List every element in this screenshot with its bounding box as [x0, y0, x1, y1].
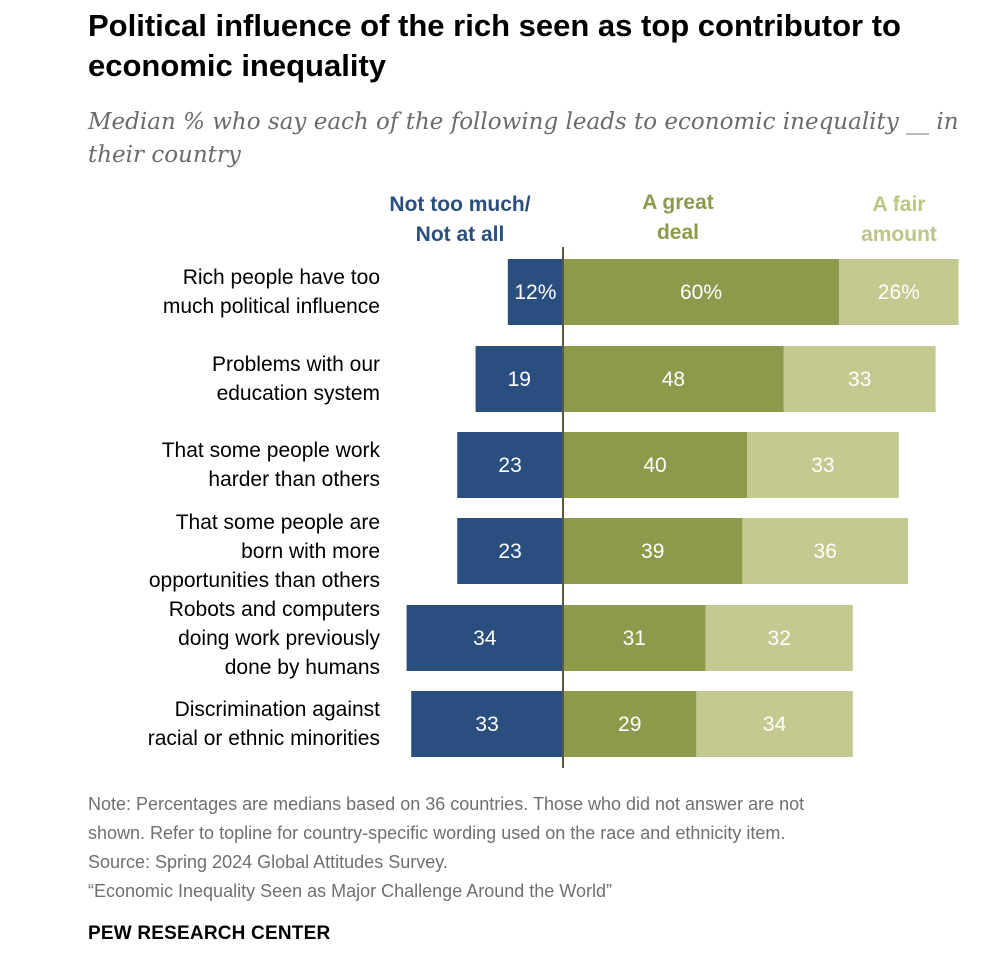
bar-great-deal — [563, 346, 784, 412]
legend-fair-amount: A fair amount — [861, 193, 937, 246]
bar-fair-amount — [783, 346, 936, 412]
category-label: That some people work harder than others — [161, 439, 380, 491]
bar-not-too-much — [406, 605, 563, 671]
chart-note: Note: Percentages are medians based on 3… — [88, 790, 988, 906]
value-label-not-too-much: 33 — [475, 713, 498, 736]
category-label: That some people are born with more oppo… — [148, 510, 380, 592]
bar-great-deal — [563, 518, 743, 584]
bar-great-deal — [563, 259, 839, 325]
bar-fair-amount — [696, 691, 853, 757]
bar-fair-amount — [839, 259, 959, 325]
report-title-line: “Economic Inequality Seen as Major Chall… — [88, 881, 612, 901]
value-label-not-too-much: 34 — [473, 627, 497, 650]
value-label-not-too-much: 23 — [498, 454, 521, 477]
source-line: Source: Spring 2024 Global Attitudes Sur… — [88, 852, 448, 872]
category-label: Rich people have too much political infl… — [162, 266, 380, 318]
category-label: Discrimination against racial or ethnic … — [147, 698, 380, 750]
value-label-great-deal: 48 — [662, 368, 685, 391]
category-label: Robots and computers doing work previous… — [168, 597, 380, 679]
note-line: Note: Percentages are medians based on 3… — [88, 794, 805, 814]
value-label-fair-amount: 32 — [768, 627, 791, 650]
pew-research-center-logo: PEW RESEARCH CENTER — [88, 923, 331, 944]
value-label-great-deal: 29 — [618, 713, 641, 736]
bar-not-too-much — [411, 691, 563, 757]
value-label-not-too-much: 12% — [514, 281, 556, 304]
bar-not-too-much — [475, 346, 563, 412]
bar-great-deal — [563, 605, 706, 671]
bar-not-too-much — [457, 518, 563, 584]
chart-title: Political influence of the rich seen as … — [88, 8, 901, 83]
note-line: shown. Refer to topline for country-spec… — [88, 823, 786, 843]
bar-not-too-much — [507, 259, 563, 325]
bar-not-too-much — [457, 432, 563, 498]
value-label-fair-amount: 36 — [814, 540, 837, 563]
category-label: Problems with our education system — [211, 353, 380, 405]
value-label-great-deal: 40 — [643, 454, 666, 477]
value-label-fair-amount: 33 — [848, 368, 871, 391]
bar-fair-amount — [705, 605, 853, 671]
bar-great-deal — [563, 691, 697, 757]
bar-great-deal — [563, 432, 747, 498]
value-label-fair-amount: 33 — [811, 454, 834, 477]
chart-subtitle: Median % who say each of the following l… — [88, 109, 959, 168]
bar-fair-amount — [742, 518, 908, 584]
value-label-fair-amount: 26% — [878, 281, 920, 304]
legend-not-too-much: Not too much/ Not at all — [389, 193, 531, 246]
value-label-great-deal: 39 — [641, 540, 664, 563]
value-label-not-too-much: 23 — [498, 540, 521, 563]
value-label-not-too-much: 19 — [508, 368, 531, 391]
value-label-great-deal: 60% — [680, 281, 722, 304]
value-label-fair-amount: 34 — [763, 713, 787, 736]
value-label-great-deal: 31 — [623, 627, 646, 650]
legend-great-deal: A great deal — [642, 191, 714, 244]
bar-fair-amount — [747, 432, 899, 498]
